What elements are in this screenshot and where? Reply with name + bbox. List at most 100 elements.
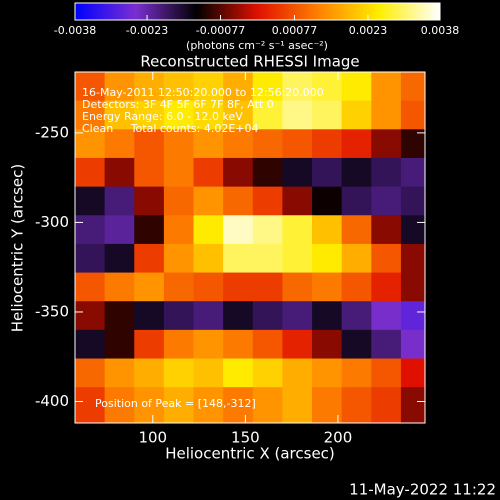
heatmap-cell [223,129,254,159]
heatmap-cell [282,272,313,302]
heatmap-cell [312,387,343,423]
heatmap-cell [193,215,224,245]
x-tick-label: 150 [231,429,260,447]
heatmap-cell [312,301,343,331]
heatmap-cell [400,301,425,331]
chart-title: Reconstructed RHESSI Image [140,53,359,71]
heatmap-cell [341,272,372,302]
x-axis-label: Heliocentric X (arcsec) [165,445,335,463]
heatmap-cell [75,157,106,188]
heatmap-cell [282,186,313,216]
heatmap-cell [371,186,402,216]
heatmap-cell [223,72,254,102]
heatmap-cell [75,272,106,302]
heatmap-cell [252,157,283,188]
heatmap-cell [282,215,313,245]
y-tick-label: -250 [35,123,69,141]
heatmap-cell [252,215,283,245]
heatmap-cell [341,243,372,274]
heatmap-cell [341,186,372,216]
heatmap-cell [193,157,224,188]
heatmap-cell [163,72,195,102]
heatmap-cell [312,243,343,274]
colorbar-tick-label: 0.00077 [272,24,318,37]
heatmap-cell [252,272,283,302]
heatmap-cell [312,186,343,216]
heatmap-cell [223,100,254,130]
heatmap-cell [223,358,254,388]
heatmap-cell [193,129,224,159]
heatmap-cell [400,186,425,216]
heatmap-cell [371,329,402,360]
annotation: Clean Total counts: 4.02E+04 [82,122,259,135]
heatmap-cell [134,100,165,130]
heatmap-cell [312,358,343,388]
heatmap [75,72,425,423]
heatmap-cell [341,358,372,388]
colorbar-tick-label: -0.0023 [126,24,168,37]
heatmap-cell [163,301,195,331]
heatmap-cell [223,243,254,274]
heatmap-cell [400,358,425,388]
heatmap-cell [134,72,165,102]
heatmap-cell [223,301,254,331]
heatmap-cell [400,215,425,245]
colorbar-label: (photons cm⁻² s⁻¹ asec⁻²) [186,39,328,52]
heatmap-cell [163,100,195,130]
heatmap-cell [104,157,135,188]
heatmap-cell [163,329,195,360]
heatmap-cell [193,186,224,216]
heatmap-cell [371,100,402,130]
heatmap-cell [104,358,135,388]
heatmap-cell [134,387,165,423]
heatmap-cell [193,301,224,331]
heatmap-cell [193,358,224,388]
heatmap-cell [282,301,313,331]
heatmap-cell [134,358,165,388]
heatmap-cell [252,243,283,274]
colorbar-tick-label: 0.0023 [349,24,388,37]
heatmap-cell [312,100,343,130]
heatmap-cell [341,301,372,331]
y-tick-label: -300 [35,213,69,231]
heatmap-cell [252,186,283,216]
heatmap-cell [341,157,372,188]
heatmap-cell [371,72,402,102]
heatmap-cell [75,301,106,331]
heatmap-cell [134,215,165,245]
heatmap-cell [104,387,135,423]
heatmap-cell [193,72,224,102]
heatmap-cell [75,358,106,388]
annotation: Detectors: 3F 4F 5F 6F 7F 8F, Att 0 [82,98,274,111]
heatmap-cell [252,72,283,102]
heatmap-cell [223,387,254,423]
plot-frame [74,71,426,424]
heatmap-cell [104,243,135,274]
heatmap-cell [104,301,135,331]
heatmap-cell [134,186,165,216]
x-tick-label: 100 [138,429,167,447]
heatmap-cell [104,272,135,302]
heatmap-cell [371,157,402,188]
heatmap-cell [75,186,106,216]
colorbar-tick-label: 0.0038 [421,24,460,37]
heatmap-cell [312,215,343,245]
heatmap-cell [341,100,372,130]
heatmap-cell [400,243,425,274]
heatmap-cell [223,272,254,302]
heatmap-cell [400,272,425,302]
heatmap-cell [193,387,224,423]
heatmap-cell [223,215,254,245]
heatmap-cell [75,129,106,159]
heatmap-cell [371,387,402,423]
heatmap-cell [282,100,313,130]
colorbar-tick-label: -0.00077 [196,24,245,37]
heatmap-cell [163,243,195,274]
heatmap-cell [312,157,343,188]
heatmap-cell [223,329,254,360]
annotation: 16-May-2011 12:50:20.000 to 12:56:20.000 [82,86,324,99]
heatmap-cell [252,100,283,130]
heatmap-cell [223,157,254,188]
